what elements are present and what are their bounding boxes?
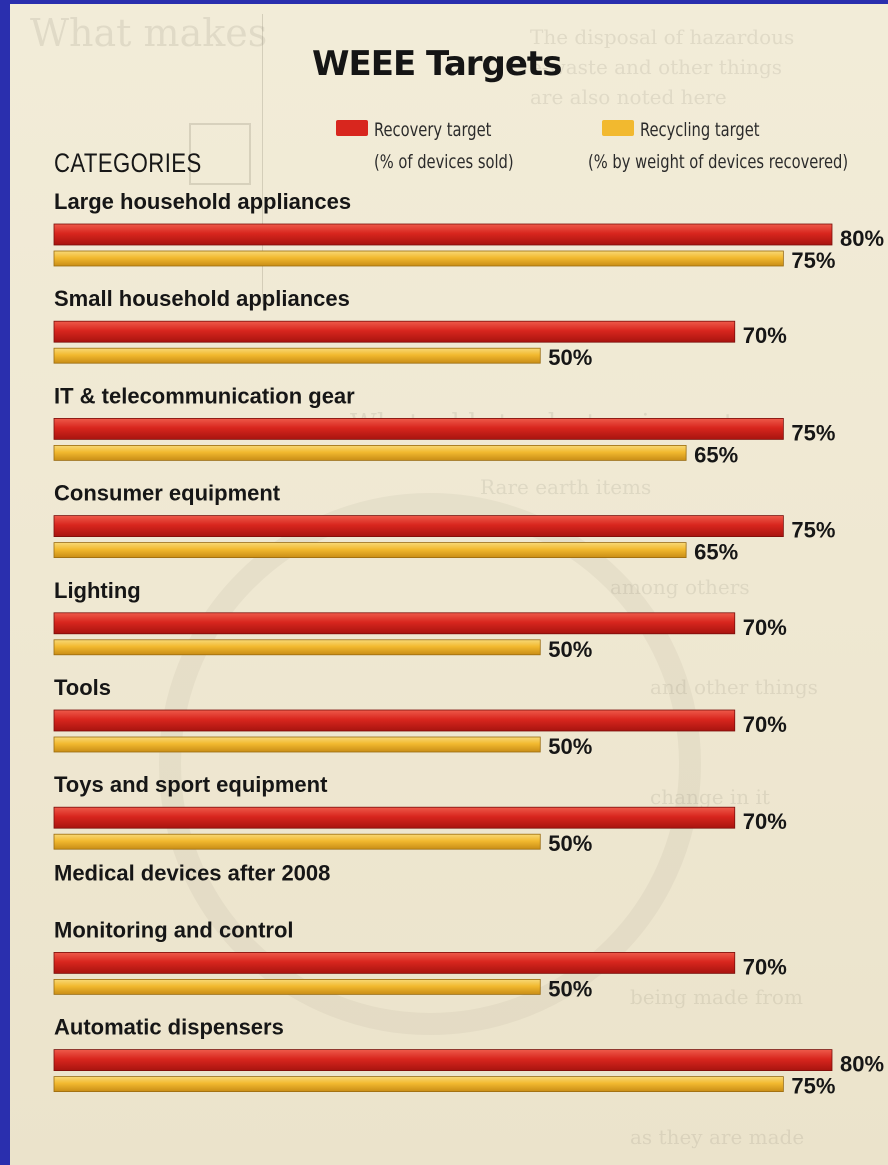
chart-panel: What makes The disposal of hazardous e-w… <box>10 4 888 1165</box>
category-label-lighting: Lighting <box>54 578 141 603</box>
bar-recovery-monitoring-and-control <box>53 952 736 974</box>
value-label-recycling-lighting: 50% <box>548 637 592 662</box>
bar-recycling-automatic-dispensers <box>53 1076 784 1092</box>
categories-heading: CATEGORIES <box>54 148 202 178</box>
svg-text:are also noted here: are also noted here <box>530 85 727 109</box>
value-label-recycling-large-household-appliances: 75% <box>791 248 835 273</box>
bar-recycling-monitoring-and-control <box>53 979 541 995</box>
legend-swatch-recovery <box>336 120 368 136</box>
legend-swatch-recycling <box>602 120 634 136</box>
value-label-recovery-consumer-equipment: 75% <box>791 518 835 543</box>
value-label-recovery-lighting: 70% <box>743 615 787 640</box>
value-label-recycling-it-and-telecommunication-gear: 65% <box>694 442 738 467</box>
svg-text:as they are made: as they are made <box>630 1125 804 1149</box>
bar-recycling-it-and-telecommunication-gear <box>53 444 687 461</box>
category-label-toys-and-sport-equipment: Toys and sport equipment <box>54 772 328 797</box>
bar-recovery-tools <box>53 709 736 732</box>
bar-recycling-lighting <box>53 639 541 656</box>
value-label-recycling-automatic-dispensers: 75% <box>791 1074 835 1099</box>
bar-recovery-small-household-appliances <box>53 320 736 343</box>
group-heading-medical-devices: Medical devices after 2008 <box>54 860 330 885</box>
bar-recovery-large-household-appliances <box>53 223 833 246</box>
legend-label-recycling: Recycling target <box>640 119 760 141</box>
bar-recycling-small-household-appliances <box>53 347 541 364</box>
svg-text:being made from: being made from <box>630 985 803 1009</box>
bar-recovery-lighting <box>53 612 736 635</box>
value-label-recovery-it-and-telecommunication-gear: 75% <box>791 420 835 445</box>
legend-sublabel-recycling: (% by weight of devices recovered) <box>588 151 849 173</box>
value-label-recycling-small-household-appliances: 50% <box>548 345 592 370</box>
value-label-recovery-large-household-appliances: 80% <box>840 226 884 251</box>
value-label-recovery-tools: 70% <box>743 712 787 737</box>
legend-label-recovery: Recovery target <box>374 119 492 141</box>
category-label-consumer-equipment: Consumer equipment <box>54 481 281 506</box>
bar-recovery-consumer-equipment <box>53 515 784 538</box>
category-label-small-household-appliances: Small household appliances <box>54 286 350 311</box>
bar-recovery-it-and-telecommunication-gear <box>53 417 784 440</box>
svg-text:The disposal of hazardous: The disposal of hazardous <box>530 25 794 49</box>
bar-recycling-toys-and-sport-equipment <box>53 833 541 850</box>
bar-recycling-large-household-appliances <box>53 250 784 267</box>
category-label-tools: Tools <box>54 675 111 700</box>
svg-text:Rare earth items: Rare earth items <box>480 475 651 499</box>
svg-text:among others: among others <box>610 575 750 599</box>
value-label-recycling-consumer-equipment: 65% <box>694 540 738 565</box>
value-label-recycling-toys-and-sport-equipment: 50% <box>548 831 592 856</box>
category-label-large-household-appliances: Large household appliances <box>54 189 351 214</box>
category-label-it-and-telecommunication-gear: IT & telecommunication gear <box>54 383 355 408</box>
svg-text:change in it: change in it <box>650 785 770 809</box>
svg-text:What makes: What makes <box>30 11 267 55</box>
bar-recycling-tools <box>53 736 541 753</box>
value-label-recycling-tools: 50% <box>548 734 592 759</box>
legend-sublabel-recovery: (% of devices sold) <box>374 151 514 173</box>
value-label-recovery-automatic-dispensers: 80% <box>840 1052 884 1077</box>
value-label-recycling-monitoring-and-control: 50% <box>548 976 592 1001</box>
chart-title: WEEE Targets <box>312 44 562 84</box>
svg-text:e-waste and other things: e-waste and other things <box>530 55 782 79</box>
bar-recovery-toys-and-sport-equipment <box>53 806 736 829</box>
value-label-recovery-small-household-appliances: 70% <box>743 323 787 348</box>
value-label-recovery-toys-and-sport-equipment: 70% <box>743 809 787 834</box>
value-label-recovery-monitoring-and-control: 70% <box>743 954 787 979</box>
svg-text:and other things: and other things <box>650 675 818 699</box>
bar-recycling-consumer-equipment <box>53 542 687 558</box>
category-label-automatic-dispensers: Automatic dispensers <box>54 1015 284 1040</box>
bar-recovery-automatic-dispensers <box>53 1049 833 1071</box>
category-label-monitoring-and-control: Monitoring and control <box>54 917 294 942</box>
